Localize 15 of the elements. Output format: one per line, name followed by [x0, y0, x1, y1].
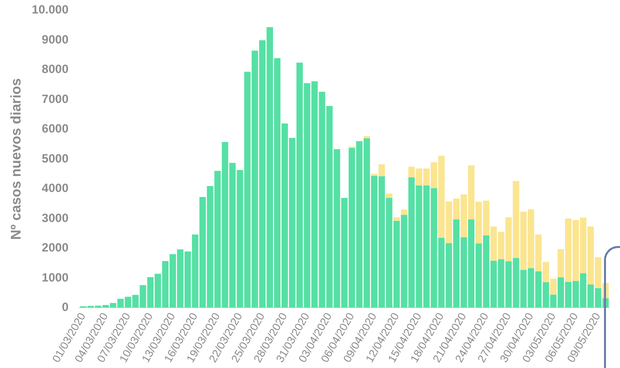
- y-tick-label: 8000: [42, 62, 69, 76]
- y-tick-label: 7000: [42, 92, 69, 106]
- y-tick-label: 0: [62, 300, 69, 314]
- y-tick-label: 2000: [42, 240, 69, 255]
- y-tick-label: 4000: [42, 181, 69, 196]
- y-axis-title: Nº casos nuevos diarios: [7, 78, 24, 240]
- y-tick-label: 9000: [42, 32, 69, 46]
- bar: [400, 210, 408, 215]
- bar: [386, 193, 392, 198]
- y-tick-label: 6000: [42, 122, 69, 136]
- y-tick-label: 1000: [42, 270, 69, 284]
- y-tick-label: 3000: [42, 210, 69, 225]
- bar: [393, 217, 400, 221]
- y-tick-label: 10.000: [32, 2, 69, 17]
- y-tick-label: 5000: [42, 151, 69, 166]
